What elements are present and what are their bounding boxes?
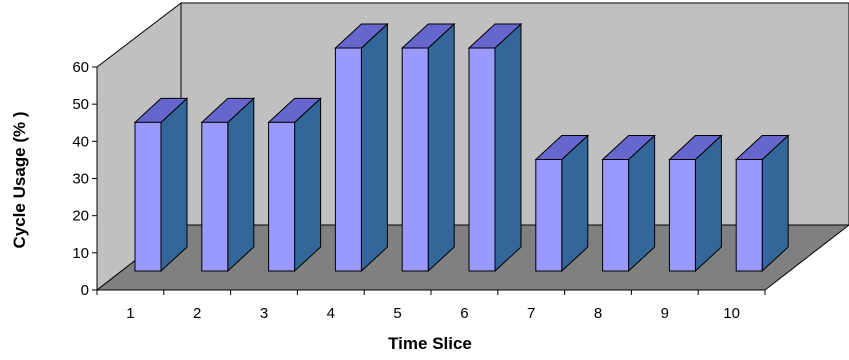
y-tick-label: 60 (72, 59, 89, 76)
y-axis-ticks: 0 10 20 30 40 50 60 (72, 59, 97, 299)
bar (668, 134, 723, 273)
x-tick-label: 9 (661, 305, 669, 322)
x-tick-label: 3 (260, 305, 268, 322)
x-tick-label: 1 (126, 305, 134, 322)
bar-front-face (668, 159, 696, 272)
x-tick-label: 8 (594, 305, 602, 322)
x-tick-label: 10 (723, 305, 740, 322)
bar-front-face (268, 121, 296, 272)
bar-front-face (735, 159, 763, 272)
bar (200, 97, 256, 273)
bar (267, 97, 322, 273)
bar-side-face (294, 97, 322, 273)
y-tick-label: 20 (72, 208, 89, 225)
bar (534, 134, 590, 273)
x-tick-label: 2 (193, 305, 201, 322)
bar-front-face (401, 47, 429, 272)
bar-front-face (468, 47, 496, 272)
bar (601, 134, 656, 273)
x-tick-label: 4 (327, 305, 335, 322)
y-tick-label: 10 (72, 245, 89, 262)
bar-front-face (134, 121, 162, 272)
x-axis-title: Time Slice (388, 334, 472, 353)
bar-series (133, 22, 790, 273)
x-axis-ticks: 1 2 3 4 5 6 7 8 9 10 (96, 290, 766, 322)
bar (334, 22, 389, 273)
y-tick-label: 50 (72, 96, 89, 113)
bar-side-face (227, 97, 255, 273)
bar-side-face (494, 22, 522, 273)
x-tick-label: 7 (527, 305, 535, 322)
bar (467, 22, 523, 273)
bar (400, 22, 456, 273)
bar (734, 134, 790, 273)
bar-front-face (535, 159, 563, 272)
y-tick-label: 0 (81, 282, 89, 299)
bar-front-face (602, 159, 630, 272)
y-tick-label: 30 (72, 171, 89, 188)
bar-side-face (360, 22, 388, 273)
y-axis-title: Cycle Usage (% ) (10, 112, 29, 249)
y-tick-label: 40 (72, 133, 89, 150)
bar-front-face (334, 47, 362, 272)
x-tick-label: 5 (393, 305, 401, 322)
bar-side-face (427, 22, 455, 273)
x-tick-label: 6 (460, 305, 468, 322)
bar-side-face (160, 97, 188, 273)
bar-front-face (201, 121, 229, 272)
bar (133, 97, 189, 273)
